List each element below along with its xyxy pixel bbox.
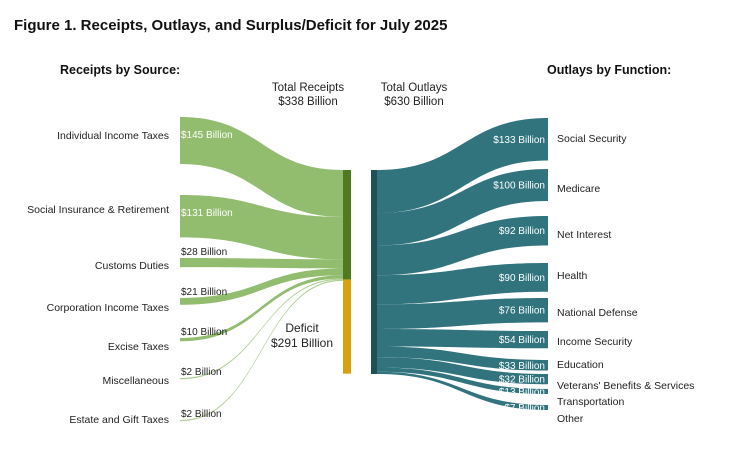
total-outlays-value: $630 Billion [384,96,443,108]
receipt-value-label: $2 Billion [181,367,222,378]
outlay-value-label: $100 Billion [493,181,545,192]
outlay-flow-national-defense [377,298,548,329]
outlay-value-label: $32 Billion [499,375,545,386]
receipt-category-label: Social Insurance & Retirement [27,204,169,216]
receipt-value-label: $10 Billion [181,327,227,338]
outlay-category-label: Health [557,270,588,282]
outlay-flow-income-security [377,328,548,349]
outlay-category-label: Medicare [557,183,600,195]
outlay-category-label: Other [557,413,584,425]
receipt-category-label: Miscellaneous [102,375,169,387]
deficit-bar [343,279,351,374]
receipts-heading: Receipts by Source: [60,63,180,77]
total-outlays-label: Total Outlays [381,82,448,94]
receipt-category-label: Estate and Gift Taxes [69,414,169,426]
outlay-flow-education [377,346,548,371]
outlay-value-label: $54 Billion [499,335,545,346]
outlay-value-label: $133 Billion [493,135,545,146]
outlay-category-label: Transportation [557,396,624,408]
outlay-flow-net-interest [377,216,548,276]
receipt-value-label: $2 Billion [181,409,222,420]
outlay-value-label: $90 Billion [499,273,545,284]
deficit-value: $291 Billion [271,336,333,350]
receipt-category-label: Corporation Income Taxes [47,302,169,314]
receipt-category-label: Individual Income Taxes [57,130,169,142]
outlay-value-label: $33 Billion [499,361,545,372]
outlay-category-label: Income Security [557,336,633,348]
outlay-flow-medicare [377,169,548,246]
total-receipts-label: Total Receipts [272,82,344,94]
receipt-flow-excise-taxes [180,275,343,342]
receipt-flow-social-insurance-retirement [180,195,343,260]
total-receipts-value: $338 Billion [278,96,337,108]
receipt-flow-estate-and-gift-taxes [180,279,343,422]
receipt-category-label: Customs Duties [95,260,169,272]
outlay-flow-social-security [377,118,548,214]
outlay-value-label: $92 Billion [499,226,545,237]
outlay-category-label: Education [557,359,604,371]
total-receipts-bar [343,170,351,280]
total-outlays-bar [371,170,377,374]
flow-labels: Individual Income Taxes $145 Billion Socia… [27,130,694,426]
receipt-flow-corporation-income-taxes [180,268,343,305]
node-bars [343,170,377,374]
outlay-value-label: $13 Billion [499,387,545,398]
receipt-flow-individual-income-taxes [180,117,343,217]
receipt-value-label: $28 Billion [181,247,227,258]
receipt-category-label: Excise Taxes [108,341,169,353]
outlay-flow-veterans-benefits-services [377,357,548,385]
outlay-category-label: Net Interest [557,229,611,241]
chart-title: Figure 1. Receipts, Outlays, and Surplus… [14,17,447,34]
outlay-value-label: $76 Billion [499,306,545,317]
receipt-value-label: $131 Billion [181,208,233,219]
receipt-value-label: $145 Billion [181,130,233,141]
flow-links [180,117,548,422]
receipt-value-label: $21 Billion [181,287,227,298]
deficit-label: Deficit [285,321,319,335]
outlay-flow-other [377,371,548,410]
receipt-flow-customs-duties [180,258,343,269]
outlays-heading: Outlays by Function: [547,63,671,77]
outlay-category-label: National Defense [557,307,638,319]
outlay-category-label: Veterans' Benefits & Services [557,380,694,392]
receipt-flow-miscellaneous [180,278,343,380]
outlay-flow-transportation [377,367,548,394]
outlay-value-label: $7 Billion [504,403,545,414]
outlay-category-label: Social Security [557,133,627,145]
outlay-flow-health [377,263,548,305]
